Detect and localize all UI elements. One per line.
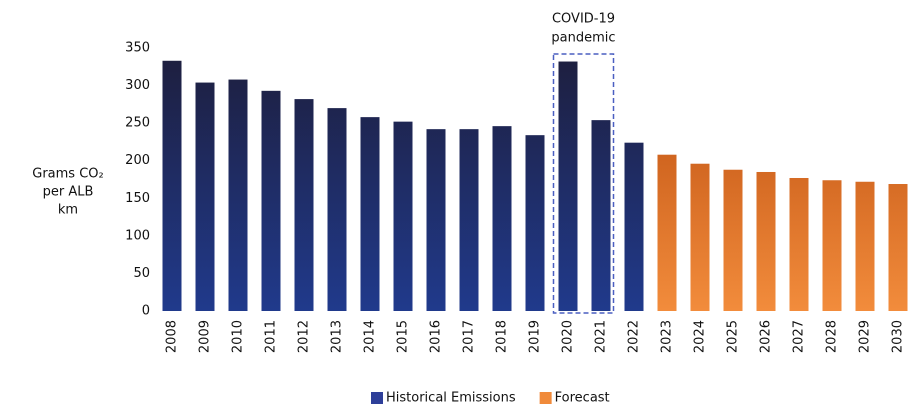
x-tick-label: 2012 xyxy=(297,320,312,353)
x-tick-label: 2018 xyxy=(495,320,510,353)
x-tick-label: 2027 xyxy=(792,320,807,353)
y-tick-label: 250 xyxy=(125,116,150,131)
x-tick-label: 2029 xyxy=(858,320,873,353)
y-tick-label: 200 xyxy=(125,153,150,168)
bar xyxy=(525,135,545,311)
bar xyxy=(657,154,677,311)
bar xyxy=(492,126,512,311)
x-tick-label: 2019 xyxy=(528,320,543,353)
y-tick-label: 150 xyxy=(125,191,150,206)
x-tick-label: 2030 xyxy=(891,320,906,353)
bar xyxy=(294,99,314,312)
legend-swatch xyxy=(371,392,383,404)
x-tick-label: 2015 xyxy=(396,320,411,353)
y-tick-label: 0 xyxy=(142,304,150,319)
legend-label: Forecast xyxy=(555,391,610,406)
bar xyxy=(393,121,413,311)
legend-label: Historical Emissions xyxy=(386,391,516,406)
y-tick-label: 350 xyxy=(125,41,150,56)
bar xyxy=(558,61,578,312)
annotation-text: COVID-19 xyxy=(552,12,615,27)
y-tick-label: 50 xyxy=(133,266,150,281)
x-tick-label: 2011 xyxy=(264,320,279,353)
x-tick-label: 2022 xyxy=(627,320,642,353)
bar xyxy=(723,169,743,311)
bar xyxy=(261,90,281,312)
x-tick-label: 2009 xyxy=(198,320,213,353)
x-tick-label: 2008 xyxy=(165,320,180,353)
x-tick-label: 2013 xyxy=(330,320,345,353)
bar xyxy=(426,129,446,311)
x-tick-label: 2024 xyxy=(693,320,708,353)
x-tick-label: 2021 xyxy=(594,320,609,353)
bar xyxy=(888,184,908,311)
bar xyxy=(822,180,842,311)
x-tick-label: 2017 xyxy=(462,320,477,353)
y-axis-label: Grams CO₂ xyxy=(32,167,103,182)
bar xyxy=(855,181,875,311)
x-tick-label: 2020 xyxy=(561,320,576,353)
y-tick-label: 300 xyxy=(125,78,150,93)
bar xyxy=(756,171,776,311)
legend-swatch xyxy=(539,392,552,404)
bar xyxy=(789,177,809,311)
bar xyxy=(195,82,215,312)
x-tick-label: 2026 xyxy=(759,320,774,353)
annotation-text: pandemic xyxy=(551,31,615,46)
x-tick-label: 2025 xyxy=(726,320,741,353)
bar xyxy=(459,129,479,311)
bar xyxy=(624,142,644,311)
y-axis-label: km xyxy=(58,203,78,218)
x-tick-label: 2016 xyxy=(429,320,444,353)
x-tick-label: 2014 xyxy=(363,320,378,353)
x-tick-label: 2028 xyxy=(825,320,840,353)
x-tick-label: 2010 xyxy=(231,320,246,353)
bar xyxy=(327,108,347,311)
annotation-box xyxy=(552,53,615,314)
bar xyxy=(162,60,182,311)
bar xyxy=(228,79,248,311)
y-axis-label: per ALB xyxy=(43,185,94,200)
bar xyxy=(591,120,611,311)
bar xyxy=(690,163,710,311)
x-tick-label: 2023 xyxy=(660,320,675,353)
bar xyxy=(360,117,380,311)
y-tick-label: 100 xyxy=(125,228,150,243)
